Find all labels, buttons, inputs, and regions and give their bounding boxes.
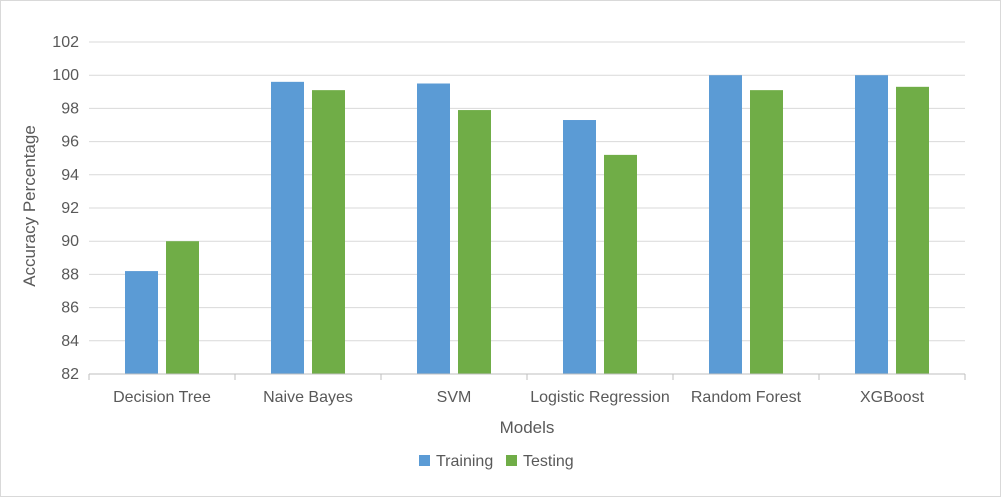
x-category-label: XGBoost xyxy=(860,389,925,406)
x-category-label: SVM xyxy=(437,389,472,406)
x-category-label: Naive Bayes xyxy=(263,389,353,406)
bar-testing-2 xyxy=(458,110,491,374)
bar-testing-3 xyxy=(604,154,637,374)
bar-training-3 xyxy=(563,120,596,375)
y-tick-label: 96 xyxy=(61,134,79,151)
bar-training-1 xyxy=(271,81,304,374)
bar-training-5 xyxy=(855,75,888,374)
y-axis-ticks: 82 84 86 88 90 92 94 96 98 100 102 xyxy=(52,34,79,383)
legend-label-training: Training xyxy=(436,453,493,470)
bar-testing-5 xyxy=(896,86,929,374)
y-tick-label: 100 xyxy=(52,67,79,84)
x-category-label: Decision Tree xyxy=(113,389,211,406)
bar-testing-4 xyxy=(750,90,783,374)
x-category-label: Random Forest xyxy=(691,389,802,406)
y-tick-label: 88 xyxy=(61,266,79,283)
y-tick-label: 86 xyxy=(61,300,79,317)
y-axis-title: Accuracy Percentage xyxy=(20,125,39,287)
y-tick-label: 82 xyxy=(61,366,79,383)
x-axis-title: Models xyxy=(500,418,555,437)
legend-label-testing: Testing xyxy=(523,453,574,470)
bar-testing-0 xyxy=(166,241,199,374)
y-tick-label: 94 xyxy=(61,167,79,184)
x-axis xyxy=(88,373,966,380)
y-tick-label: 90 xyxy=(61,233,79,250)
y-tick-label: 92 xyxy=(61,200,79,217)
legend: Training Testing xyxy=(419,453,574,470)
legend-swatch-training xyxy=(419,455,430,466)
y-tick-label: 98 xyxy=(61,100,79,117)
bar-training-4 xyxy=(709,75,742,374)
gridlines xyxy=(89,41,965,342)
legend-swatch-testing xyxy=(506,455,517,466)
bar-testing-1 xyxy=(312,90,345,374)
y-tick-label: 102 xyxy=(52,34,79,51)
bars xyxy=(125,75,929,375)
bar-training-0 xyxy=(125,271,158,374)
bar-training-2 xyxy=(417,83,450,374)
x-category-label: Logistic Regression xyxy=(530,389,670,406)
x-axis-category-labels: Decision Tree Naive Bayes SVM Logistic Regr… xyxy=(113,389,924,406)
y-tick-label: 84 xyxy=(61,333,79,350)
